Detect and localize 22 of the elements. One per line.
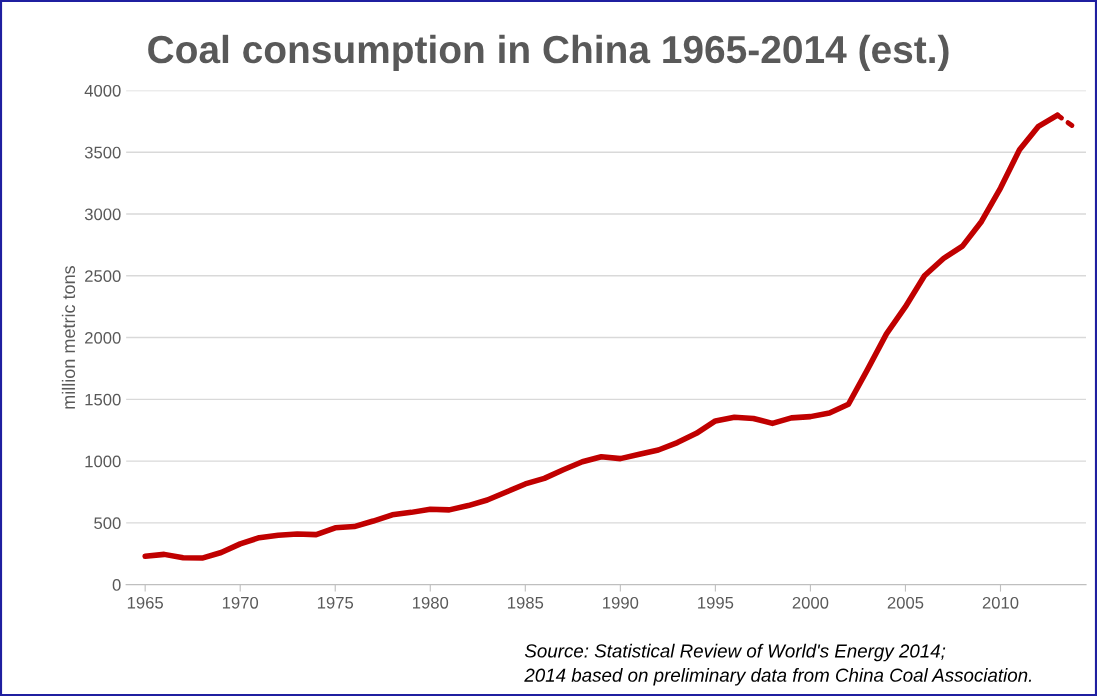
x-tick-label: 2000 — [792, 596, 829, 609]
y-tick-label: 2500 — [85, 270, 121, 282]
x-tick-label: 1980 — [413, 596, 449, 609]
y-tick-label: 4000 — [84, 84, 121, 97]
y-tick-label: 1500 — [85, 393, 121, 406]
chart-title: Coal consumption in China 1965-2014 (est.) — [148, 34, 949, 72]
x-tick-label: 2010 — [982, 596, 1019, 609]
y-tick-label: 0 — [112, 579, 121, 591]
y-tick-label: 2000 — [85, 331, 121, 344]
source-note: Source: Statistical Review of World's Energy 2014; 2014 based on preliminary data from China Coal Association. — [524, 643, 1032, 686]
x-tick-label: 1970 — [222, 596, 259, 609]
x-tick-label: 1985 — [508, 596, 544, 609]
x-tick-label: 1965 — [127, 596, 163, 609]
y-tick-label: 3000 — [84, 208, 121, 221]
y-tick-label: 3500 — [84, 146, 121, 159]
x-tick-label: 1995 — [698, 596, 734, 609]
x-tick-label: 1990 — [603, 596, 639, 609]
x-tick-label: 1975 — [317, 596, 354, 609]
y-axis-title: million metric tons — [61, 265, 76, 409]
y-tick-label: 1000 — [85, 455, 121, 468]
x-tick-label: 2005 — [887, 596, 924, 609]
y-tick-label: 500 — [94, 517, 121, 530]
